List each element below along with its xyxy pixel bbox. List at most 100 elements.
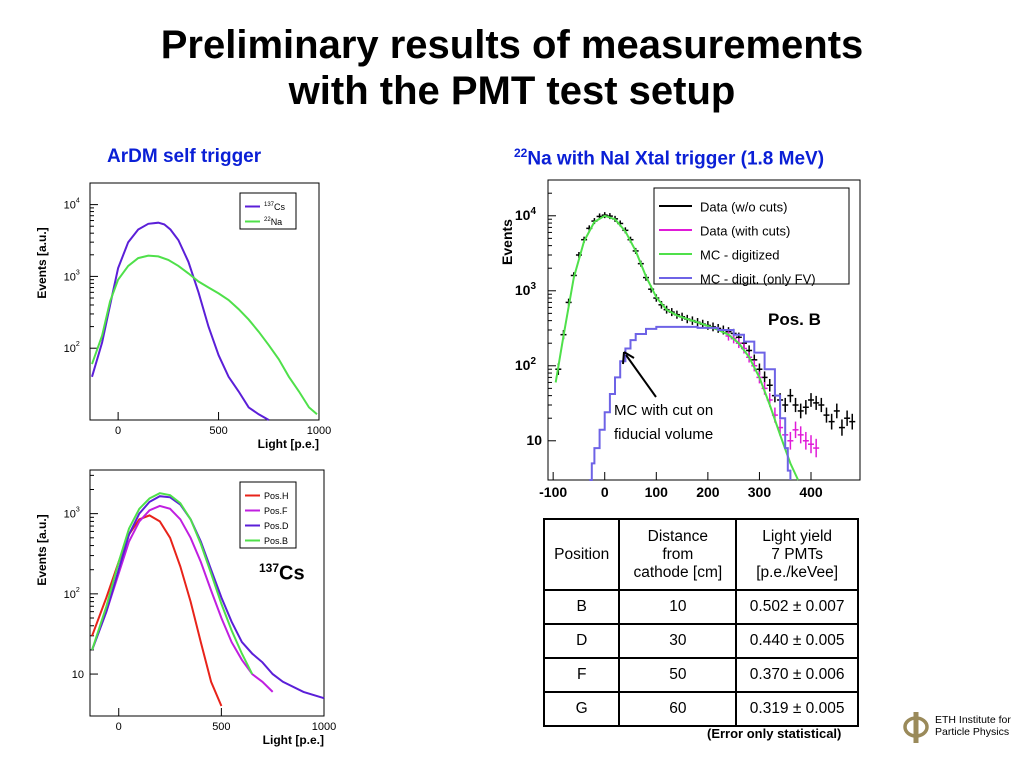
cell-distance: 60 [618, 691, 738, 727]
annotation-arrow-head [622, 351, 635, 365]
cs137-label-element: Cs [279, 562, 305, 585]
legend-entry-name: Cs [274, 202, 285, 212]
cell-light-yield: 0.370 ± 0.006 [735, 657, 859, 693]
light-yield-table: Position Distance from cathode [cm] Light … [542, 518, 859, 727]
y-tick-base: 10 [515, 357, 531, 373]
annotation-fv-line-2: fiducial volume [614, 426, 713, 443]
y-tick-exponent: 2 [530, 356, 536, 367]
table-row: G 60 0.319 ± 0.005 [542, 691, 859, 727]
x-tick-label: 200 [696, 484, 720, 500]
series-line-cs [91, 221, 270, 421]
legend-entry-name: Na [271, 217, 283, 227]
x-tick-label: 500 [209, 425, 227, 437]
table-row: F 50 0.370 ± 0.006 [542, 657, 859, 693]
x-tick-label: 0 [115, 425, 121, 437]
y-tick-base: 10 [64, 509, 76, 521]
subtitle-text: Na with NaI Xtal trigger (1.8 MeV) [527, 148, 825, 170]
y-tick-label: 10 [526, 432, 542, 448]
eth-phi-logo-icon [903, 712, 929, 743]
annotation-fv-line-1: MC with cut on [614, 402, 713, 419]
table-header-row: Position Distance from cathode [cm] Light … [542, 518, 859, 591]
cell-light-yield: 0.440 ± 0.005 [735, 623, 859, 659]
subtitle-isotope-mass: 22 [514, 146, 528, 160]
cell-position: G [542, 691, 621, 727]
cell-position: B [542, 589, 621, 625]
annotation-arrow-shaft [625, 354, 657, 398]
legend-box [239, 192, 297, 230]
table-footnote: (Error only statistical) [707, 726, 842, 741]
y-axis-label: Events [a.u.] [35, 227, 49, 298]
y-tick-base: 10 [515, 282, 531, 298]
cell-distance: 10 [618, 589, 738, 625]
y-tick-base: 10 [64, 589, 76, 601]
legend-box [653, 187, 850, 285]
cs137-label: 137Cs [259, 561, 305, 586]
y-tick-base: 10 [64, 343, 76, 355]
x-axis-label: Light [p.e.] [258, 437, 319, 451]
y-tick-label: 103 [64, 507, 80, 521]
legend-entry: MC - digitized [700, 248, 779, 263]
y-tick-exponent: 4 [530, 206, 536, 217]
legend-entry-sup: 137 [264, 202, 275, 208]
series-line-pos-b [91, 492, 254, 675]
y-axis-label: Events [499, 219, 515, 265]
series-line-mc-digit-only-fv [589, 325, 792, 481]
cs137-label-mass: 137 [259, 561, 280, 575]
legend-entry: 137Cs [264, 202, 286, 212]
header-position: Position [542, 518, 621, 591]
y-tick-base: 10 [515, 207, 531, 223]
y-tick-label: 103 [64, 269, 80, 283]
y-tick-label: 102 [64, 341, 80, 355]
series-line-mc-digitized [554, 214, 800, 481]
y-tick-exponent: 3 [76, 269, 80, 276]
page-title: Preliminary results of measurements with… [0, 22, 1024, 114]
institute-line-2: Particle Physics [935, 726, 1010, 738]
page-title-line-2: with the PMT test setup [288, 69, 736, 113]
y-tick-base: 10 [526, 432, 542, 448]
y-tick-exponent: 4 [76, 198, 80, 205]
y-tick-label: 103 [515, 281, 537, 298]
cell-light-yield: 0.502 ± 0.007 [735, 589, 859, 625]
legend-entry: 22Na [264, 217, 282, 227]
y-tick-label: 104 [64, 198, 80, 212]
x-tick-label: 500 [212, 721, 230, 733]
left-panel-subtitle: ArDM self trigger [107, 146, 262, 167]
cell-distance: 30 [618, 623, 738, 659]
y-tick-base: 10 [64, 271, 76, 283]
legend-entry: Pos.B [264, 536, 288, 546]
y-axis-label: Events [a.u.] [35, 514, 49, 585]
annotation-position-label: Pos. B [768, 310, 821, 329]
x-tick-label: 0 [601, 484, 609, 500]
legend-entry: Data (with cuts) [700, 224, 790, 239]
series-line-na [91, 254, 318, 416]
x-tick-label: 400 [799, 484, 823, 500]
y-tick-base: 10 [72, 669, 84, 681]
x-axis-label: Light [p.e.] [263, 733, 324, 747]
right-panel-subtitle: 22Na with NaI Xtal trigger (1.8 MeV) [514, 146, 824, 170]
y-tick-exponent: 2 [76, 341, 80, 348]
y-tick-label: 10 [72, 669, 84, 681]
cell-distance: 50 [618, 657, 738, 693]
legend-entry: Pos.F [264, 506, 288, 516]
x-tick-label: 100 [645, 484, 669, 500]
x-tick-label: 300 [748, 484, 772, 500]
y-tick-label: 102 [64, 587, 80, 601]
y-tick-exponent: 2 [76, 587, 80, 594]
legend-entry: Data (w/o cuts) [700, 200, 787, 215]
cell-light-yield: 0.319 ± 0.005 [735, 691, 859, 727]
y-tick-label: 102 [515, 356, 537, 373]
header-light-yield: Light yield 7 PMTs [p.e./keVee] [735, 518, 859, 591]
y-tick-label: 104 [515, 206, 537, 223]
institute-line-1: ETH Institute for [935, 714, 1011, 726]
y-tick-exponent: 3 [530, 281, 536, 292]
cell-position: D [542, 623, 621, 659]
legend-entry: Pos.H [264, 491, 289, 501]
institute-name: ETH Institute for Particle Physics [935, 714, 1011, 738]
x-tick-label: -100 [539, 484, 567, 500]
series-line-pos-f [91, 504, 274, 693]
page-title-line-1: Preliminary results of measurements [160, 23, 864, 67]
legend-box [239, 481, 297, 549]
table-row: D 30 0.440 ± 0.005 [542, 623, 859, 659]
